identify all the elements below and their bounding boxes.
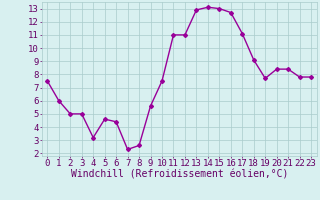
X-axis label: Windchill (Refroidissement éolien,°C): Windchill (Refroidissement éolien,°C): [70, 169, 288, 179]
